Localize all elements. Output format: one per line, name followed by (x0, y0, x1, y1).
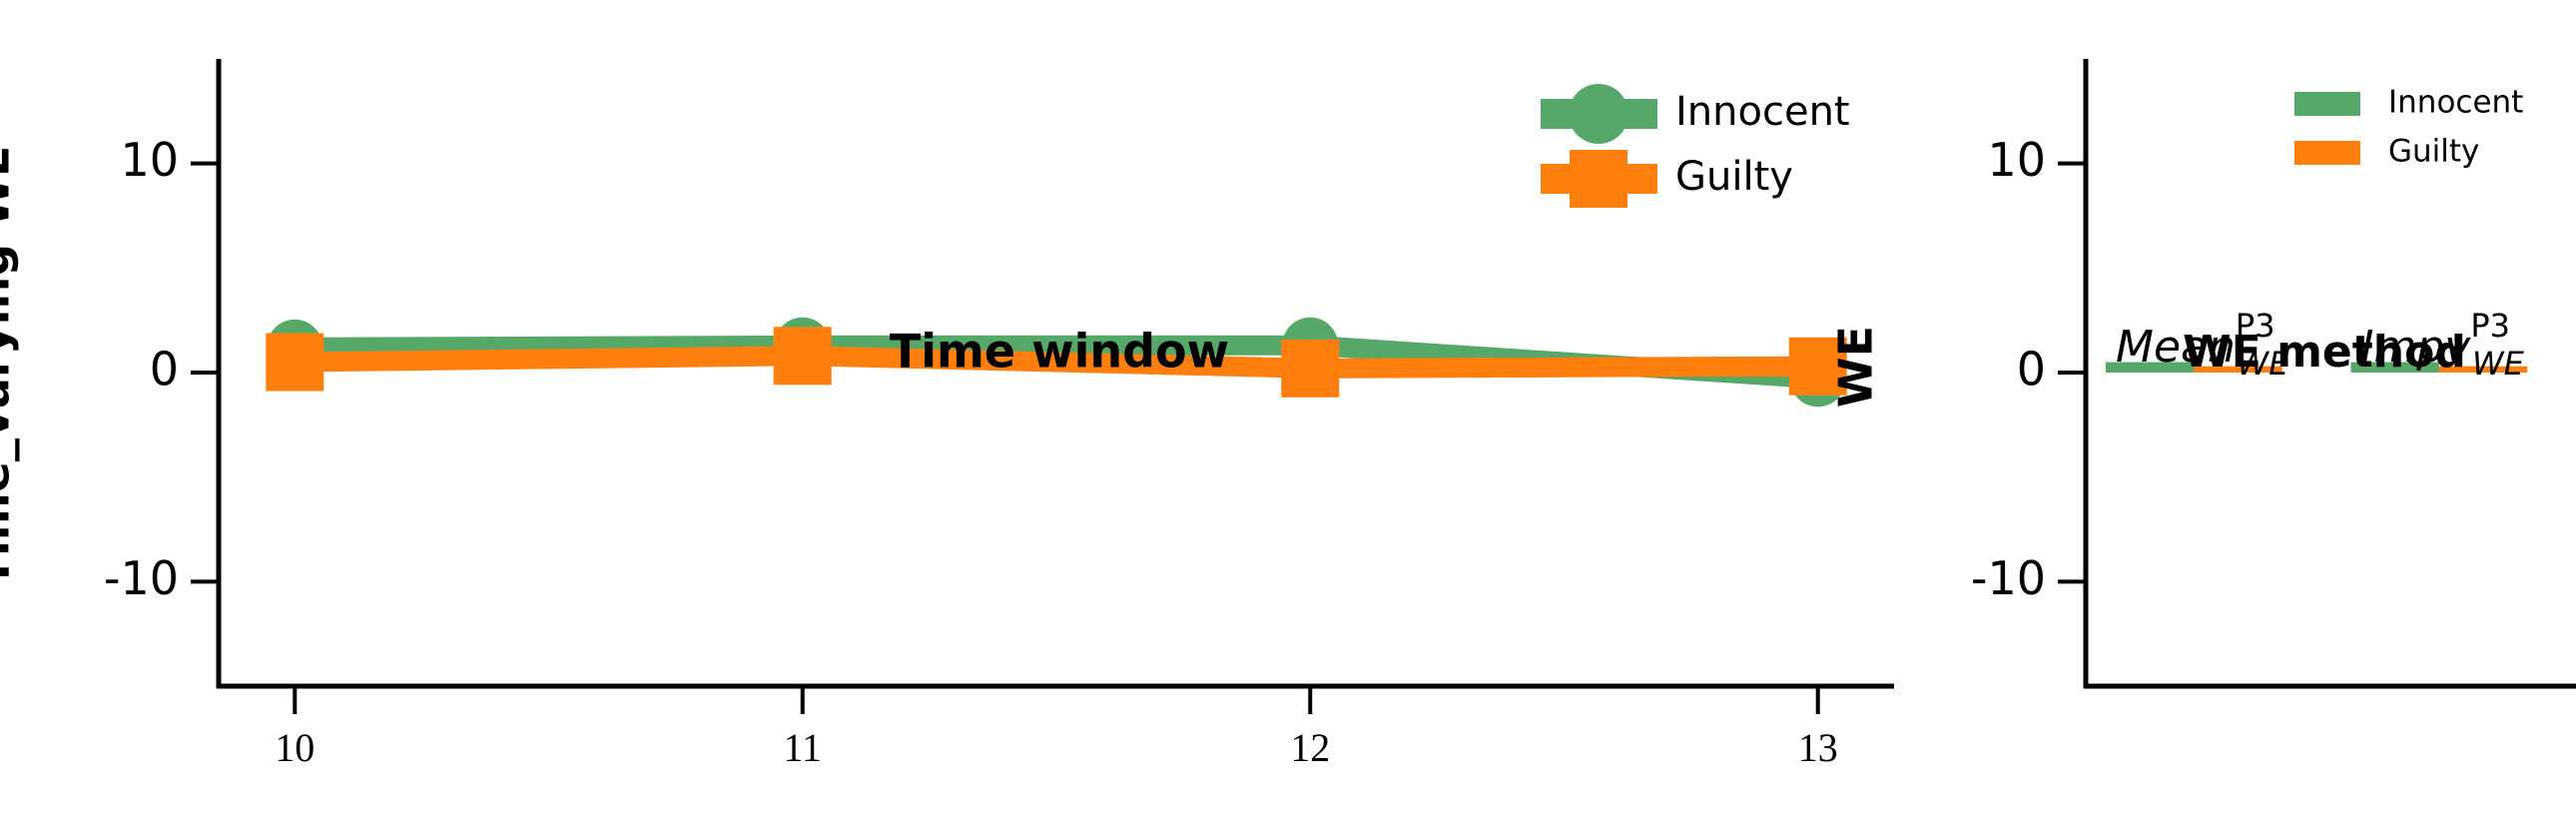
legend-label: Guilty (1675, 154, 1793, 200)
legend-label: Innocent (1675, 89, 1850, 135)
y-axis-label: Time_varying WE (0, 146, 20, 588)
legend-patch (2294, 141, 2360, 165)
category-sup: P3 (2470, 307, 2510, 345)
x-tick-label: 13 (1798, 725, 1838, 770)
category-base: Mean (2116, 322, 2236, 373)
legend-label: Innocent (2388, 85, 2523, 121)
x-tick-label: 10 (275, 725, 315, 770)
bar (2106, 362, 2195, 373)
bar (2350, 362, 2439, 373)
side-label: WE (1829, 326, 1883, 408)
bar (2438, 366, 2528, 373)
bar (2194, 366, 2282, 373)
marker (266, 333, 324, 392)
category-sup: P3 (2236, 307, 2275, 345)
x-axis-label: WE method (2183, 327, 2466, 378)
category-sub: WE (2472, 345, 2525, 383)
y-tick-label: 0 (150, 343, 179, 397)
y-tick-label: 0 (2017, 343, 2046, 397)
category-label: ImpvP3 WE (2361, 307, 2525, 383)
legend-marker (1569, 84, 1628, 144)
x-axis-label: Time window (890, 325, 1229, 379)
marker (773, 327, 832, 386)
marker (1281, 339, 1340, 398)
legend-label: Guilty (2388, 134, 2479, 170)
category-label: MeanP3 WE (2116, 307, 2289, 383)
legend-marker (1570, 150, 1627, 208)
marker (1788, 337, 1847, 396)
category-base: Impv (2361, 322, 2472, 373)
x-tick-label: 11 (783, 725, 822, 770)
series-line (295, 346, 1818, 379)
x-tick-label: 12 (1290, 725, 1330, 770)
y-tick-label: 10 (1987, 133, 2046, 187)
legend-patch (2294, 92, 2360, 116)
y-tick-label: 10 (120, 133, 179, 187)
y-tick-label: -10 (104, 551, 179, 605)
y-tick-label: -10 (1971, 551, 2046, 605)
category-sub: WE (2238, 345, 2290, 383)
